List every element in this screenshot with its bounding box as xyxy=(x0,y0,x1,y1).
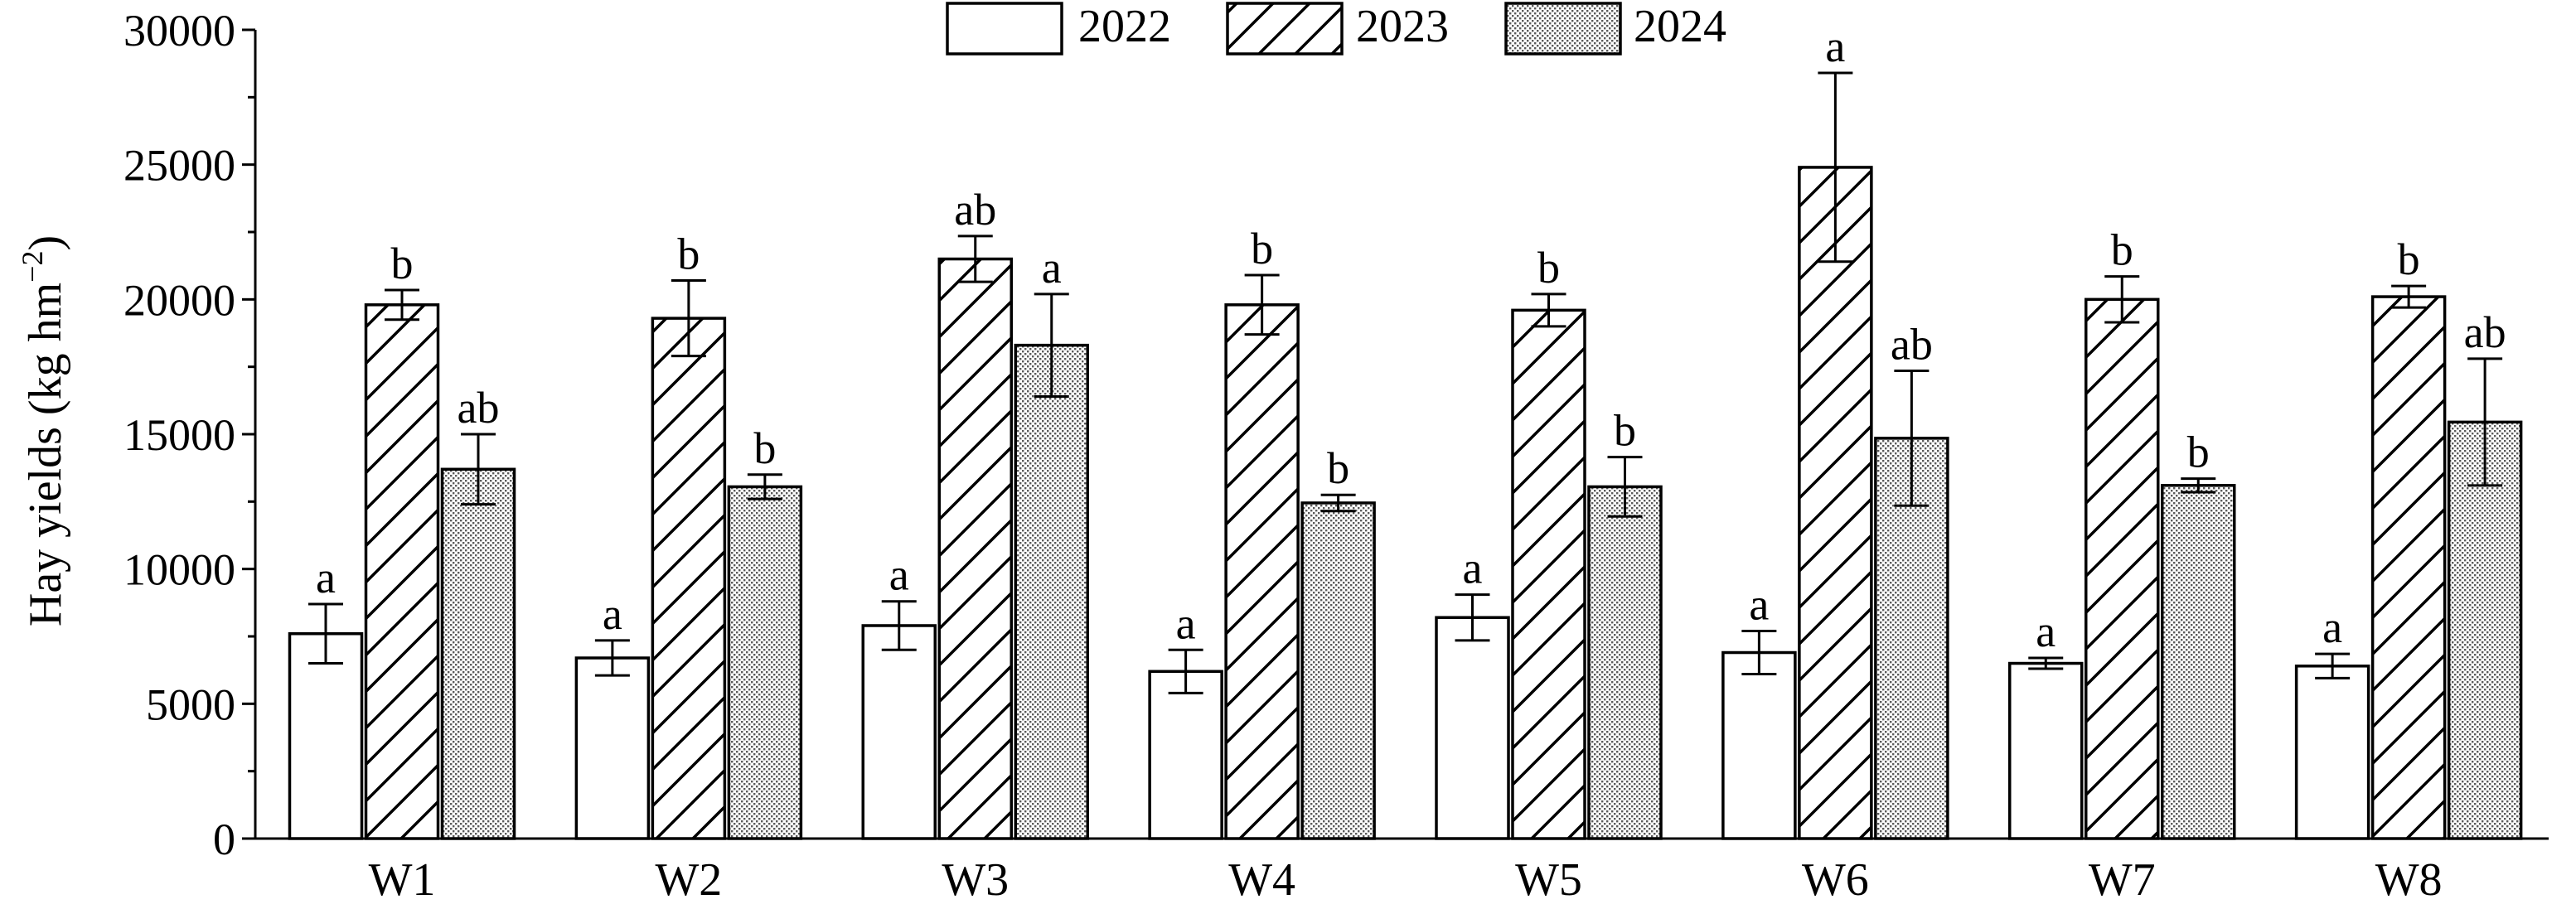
bar-2022-W3 xyxy=(861,624,937,840)
bar-2023-W1 xyxy=(364,303,440,840)
bar-2024-W2 xyxy=(727,485,803,840)
significance-letter: b xyxy=(1537,243,1560,293)
legend-label-2023: 2023 xyxy=(1356,1,1449,52)
significance-letter: a xyxy=(1825,22,1845,71)
bar-2023-W7 xyxy=(2085,297,2160,840)
significance-letter: b xyxy=(1327,443,1349,493)
bar-2022-W2 xyxy=(574,656,651,840)
significance-letter: a xyxy=(1042,243,1062,293)
significance-letter: b xyxy=(2111,225,2133,275)
plot-area: 050001000015000200002500030000ababW1abbW… xyxy=(123,6,2549,906)
significance-letter: ab xyxy=(954,185,996,235)
significance-letter: a xyxy=(316,553,336,602)
bar-2023-W5 xyxy=(1511,308,1586,840)
legend-swatch-2023 xyxy=(1226,2,1344,56)
bar-2022-W1 xyxy=(288,631,364,840)
bar-2024-W5 xyxy=(1587,485,1663,840)
bar-2023-W6 xyxy=(1798,166,1873,840)
bar-2023-W2 xyxy=(651,317,727,840)
significance-letter: b xyxy=(2398,235,2420,284)
significance-letter: a xyxy=(1463,544,1483,593)
bar-2022-W4 xyxy=(1148,670,1223,840)
significance-letter: ab xyxy=(2464,307,2506,357)
x-tick-label: W6 xyxy=(1802,854,1869,906)
bar-2024-W3 xyxy=(1014,343,1089,840)
x-tick-label: W5 xyxy=(1515,854,1582,906)
y-tick-label: 10000 xyxy=(123,545,235,595)
significance-letter: b xyxy=(753,423,776,473)
y-tick-label: 20000 xyxy=(123,275,235,325)
y-tick-label: 15000 xyxy=(123,410,235,460)
significance-letter: b xyxy=(391,239,414,288)
bar-2022-W7 xyxy=(2008,661,2084,840)
x-tick-label: W8 xyxy=(2375,854,2443,906)
significance-letter: ab xyxy=(1891,320,1933,370)
significance-letter: a xyxy=(2322,602,2342,652)
significance-letter: a xyxy=(1176,598,1196,648)
bar-2024-W4 xyxy=(1300,501,1376,840)
bar-2024-W1 xyxy=(440,467,516,840)
legend: 2022 2023 2024 xyxy=(946,1,1726,56)
significance-letter: a xyxy=(603,589,622,639)
significance-letter: a xyxy=(889,550,909,600)
bar-2022-W8 xyxy=(2294,665,2370,840)
x-tick-label: W7 xyxy=(2089,854,2156,906)
x-tick-label: W4 xyxy=(1228,854,1295,906)
significance-letter: b xyxy=(1251,224,1273,273)
bar-2022-W5 xyxy=(1435,616,1510,840)
legend-label-2024: 2024 xyxy=(1634,1,1726,52)
y-tick-label: 5000 xyxy=(146,679,235,729)
significance-letter: b xyxy=(2187,428,2210,477)
x-tick-label: W2 xyxy=(655,854,722,906)
significance-letter: a xyxy=(2036,607,2055,656)
bar-2023-W4 xyxy=(1224,303,1300,840)
significance-letter: b xyxy=(677,230,700,279)
y-tick-label: 30000 xyxy=(123,6,235,56)
x-tick-label: W3 xyxy=(942,854,1009,906)
significance-letter: a xyxy=(1749,579,1769,629)
legend-swatch-2024 xyxy=(1504,2,1622,56)
x-tick-label: W1 xyxy=(369,854,436,906)
legend-swatch-2022 xyxy=(946,2,1063,56)
y-tick-label: 0 xyxy=(213,815,235,864)
significance-letter: b xyxy=(1614,406,1636,456)
bar-2022-W6 xyxy=(1721,650,1797,840)
bar-2023-W3 xyxy=(937,257,1013,840)
legend-label-2022: 2022 xyxy=(1078,1,1171,52)
bar-2024-W8 xyxy=(2447,420,2523,840)
significance-letter: ab xyxy=(458,383,500,433)
bar-2024-W7 xyxy=(2161,484,2236,840)
bar-2023-W8 xyxy=(2370,295,2447,840)
y-tick-label: 25000 xyxy=(123,141,235,191)
y-axis-label: Hay yields (kg hm−2) xyxy=(16,235,71,626)
